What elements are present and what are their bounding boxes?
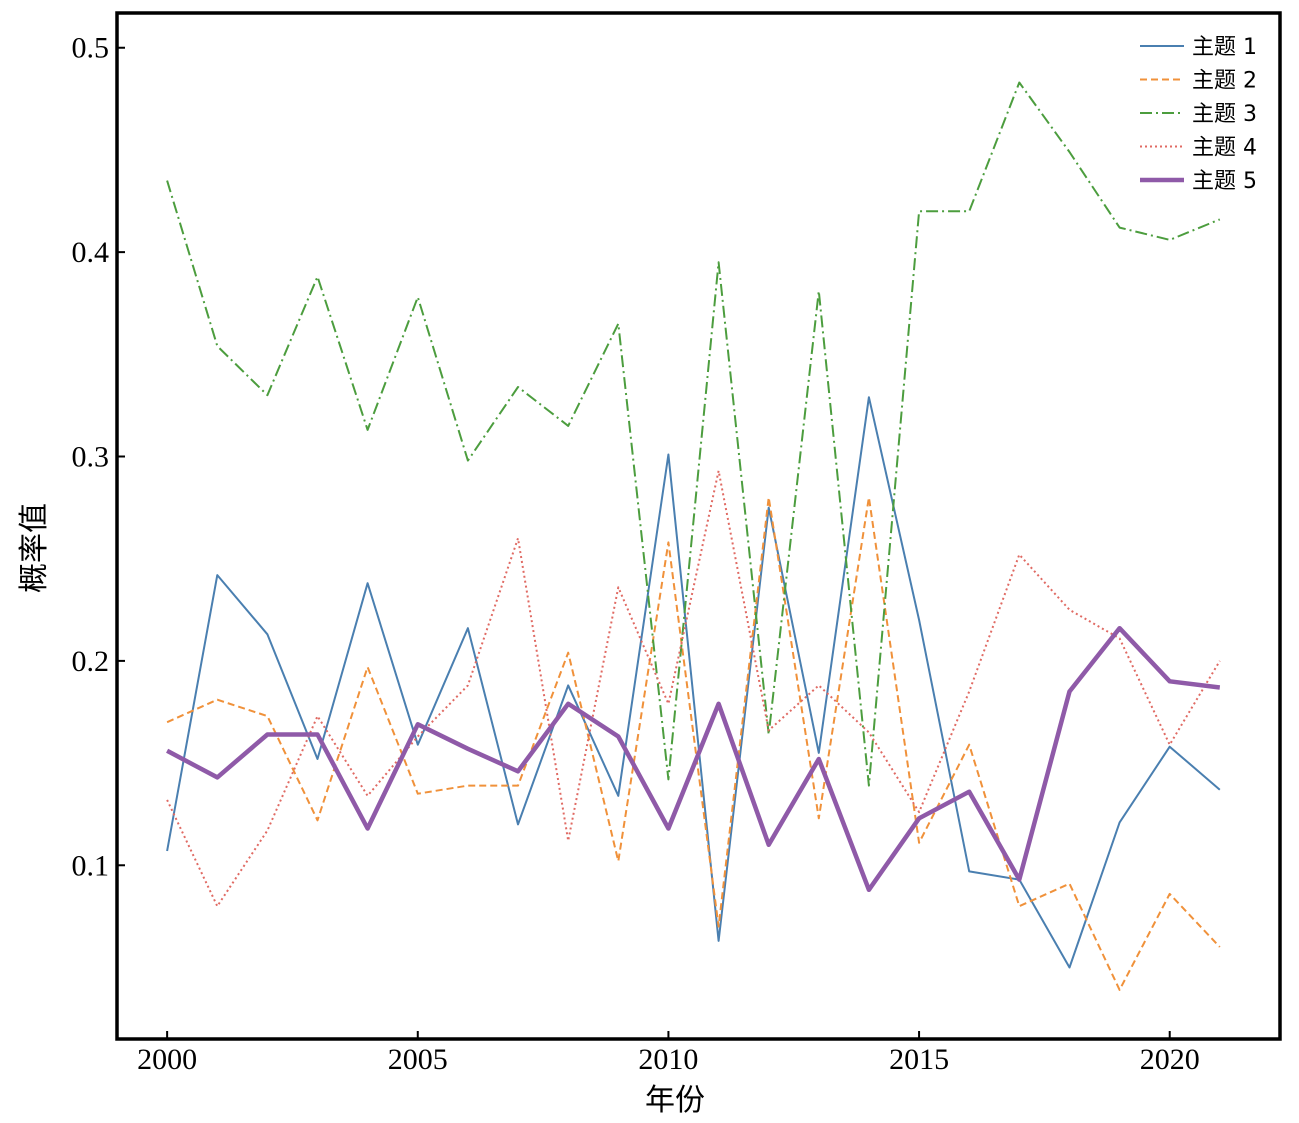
series-layer — [166, 81, 1221, 991]
legend-label-5: 主题 5 — [1192, 169, 1257, 194]
legend-label-3: 主题 3 — [1192, 102, 1257, 127]
x-axis-ticks: 2000 2005 2010 2015 2020 — [137, 1031, 1200, 1076]
x-tick-label: 2020 — [1140, 1043, 1200, 1076]
y-tick-label: 0.4 — [72, 236, 110, 269]
x-tick-label: 2000 — [137, 1043, 197, 1076]
plot-frame — [115, 11, 1282, 1041]
y-tick-label: 0.1 — [72, 849, 110, 882]
series-line-5 — [166, 625, 1221, 893]
y-axis-ticks: 0.1 0.2 0.3 0.4 0.5 — [72, 32, 125, 882]
series-line-3 — [166, 81, 1221, 787]
legend: 主题 1 主题 2 主题 3 主题 4 主题 5 — [1140, 35, 1257, 194]
series-line-1 — [166, 396, 1221, 969]
series-line-2 — [166, 496, 1221, 991]
legend-label-4: 主题 4 — [1192, 136, 1257, 161]
x-tick-label: 2015 — [889, 1043, 949, 1076]
x-tick-label: 2005 — [388, 1043, 448, 1076]
x-axis-title: 年份 — [645, 1083, 705, 1118]
y-tick-label: 0.5 — [72, 32, 110, 65]
y-axis-title: 概率值 — [17, 503, 52, 593]
y-tick-label: 0.2 — [72, 645, 110, 678]
x-tick-label: 2010 — [638, 1043, 698, 1076]
series-line-4 — [166, 469, 1221, 908]
legend-label-1: 主题 1 — [1192, 35, 1257, 60]
y-tick-label: 0.3 — [72, 441, 110, 474]
legend-label-2: 主题 2 — [1192, 69, 1257, 94]
